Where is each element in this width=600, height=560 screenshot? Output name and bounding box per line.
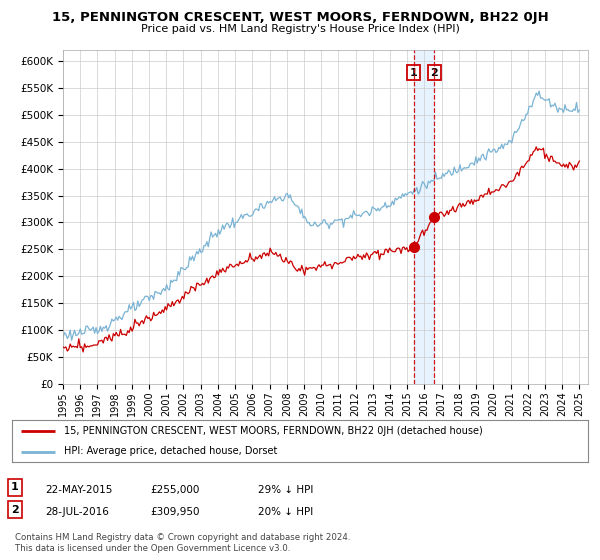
Text: Contains HM Land Registry data © Crown copyright and database right 2024.
This d: Contains HM Land Registry data © Crown c… — [15, 533, 350, 553]
Text: 1: 1 — [11, 482, 19, 492]
Text: 15, PENNINGTON CRESCENT, WEST MOORS, FERNDOWN, BH22 0JH (detached house): 15, PENNINGTON CRESCENT, WEST MOORS, FER… — [64, 426, 482, 436]
Text: 2: 2 — [11, 505, 19, 515]
Text: 2: 2 — [430, 68, 438, 78]
Text: 20% ↓ HPI: 20% ↓ HPI — [258, 507, 313, 517]
Text: 15, PENNINGTON CRESCENT, WEST MOORS, FERNDOWN, BH22 0JH: 15, PENNINGTON CRESCENT, WEST MOORS, FER… — [52, 11, 548, 24]
Text: 1: 1 — [410, 68, 418, 78]
Text: £309,950: £309,950 — [150, 507, 199, 517]
Text: £255,000: £255,000 — [150, 485, 199, 495]
Text: 29% ↓ HPI: 29% ↓ HPI — [258, 485, 313, 495]
Bar — [414, 50, 434, 384]
Text: Price paid vs. HM Land Registry's House Price Index (HPI): Price paid vs. HM Land Registry's House … — [140, 24, 460, 34]
Text: 28-JUL-2016: 28-JUL-2016 — [45, 507, 109, 517]
Text: HPI: Average price, detached house, Dorset: HPI: Average price, detached house, Dors… — [64, 446, 277, 456]
Text: 22-MAY-2015: 22-MAY-2015 — [45, 485, 112, 495]
